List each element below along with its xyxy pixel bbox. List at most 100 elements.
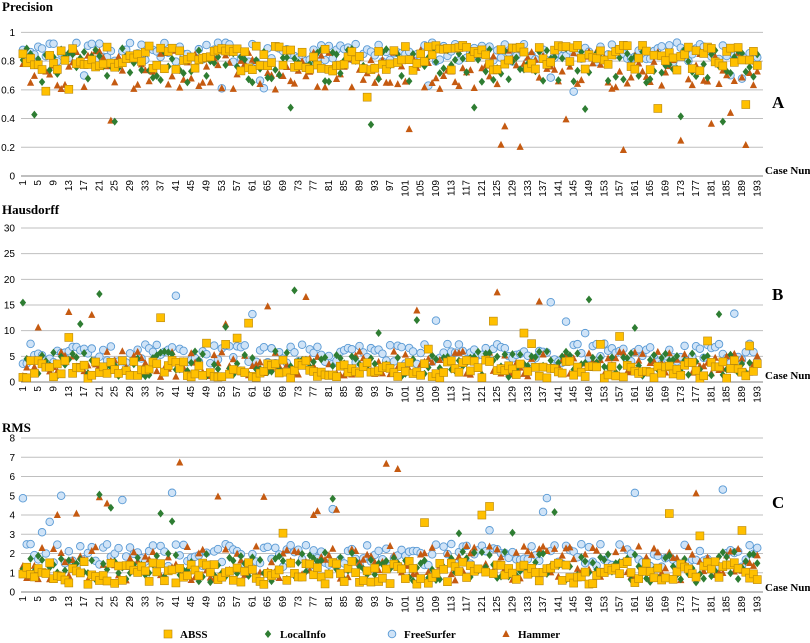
x-tick-label: 165 (645, 386, 656, 403)
hammer-point (202, 62, 211, 70)
x-tick-label: 53 (217, 386, 228, 398)
abss-point (83, 579, 93, 589)
hammer-point (394, 80, 402, 88)
abss-point (588, 579, 598, 588)
abss-point (592, 54, 601, 63)
hammer-point (363, 550, 371, 558)
hammer-point (103, 347, 111, 355)
hammer-point (700, 362, 708, 370)
x-tick-label: 33 (140, 596, 151, 608)
hammer-point (470, 543, 478, 551)
freesurfer-point (431, 316, 441, 325)
hammer-point (332, 505, 341, 513)
abss-point (749, 47, 758, 56)
abss-point (424, 42, 433, 52)
freesurfer-point (577, 539, 586, 549)
localinfo-point (329, 494, 336, 503)
x-tick-label: 117 (462, 596, 473, 612)
freesurfer-point (408, 347, 418, 356)
x-tick-label: 25 (110, 596, 121, 608)
x-tick-label: 149 (584, 180, 595, 197)
x-tick-label: 137 (538, 180, 549, 197)
localinfo-point (394, 353, 401, 362)
hammer-point (753, 352, 761, 360)
localinfo-legend-label: LocalInfo (280, 629, 326, 641)
abss-point (580, 64, 590, 74)
abss-point (297, 47, 307, 57)
localinfo-point (210, 360, 218, 369)
freesurfer-point (41, 549, 51, 558)
hammer-point (30, 363, 38, 371)
hammer-point (585, 349, 593, 357)
y-tick-label: 15 (4, 301, 16, 312)
freesurfer-point (179, 346, 188, 356)
abss-point (687, 358, 697, 367)
x-tick-label: 93 (370, 596, 381, 608)
hammer-point (570, 555, 578, 563)
abss-point (676, 371, 686, 380)
abss-point (515, 359, 525, 369)
x-tick-label: 89 (354, 386, 365, 398)
localinfo-point (635, 562, 642, 571)
abss-point (416, 574, 425, 583)
abss-point (225, 566, 234, 576)
localinfo-point (597, 353, 604, 362)
abss-point (206, 567, 215, 577)
hammer-point (726, 108, 735, 116)
hammer-point (638, 67, 647, 75)
abss-point (366, 577, 376, 587)
abss-point (156, 43, 165, 53)
hammer-point (30, 71, 38, 79)
abss-point (443, 577, 452, 586)
localinfo-point (715, 310, 723, 319)
hammer-point (550, 65, 559, 73)
abss-point (385, 579, 395, 588)
abss-point (730, 356, 739, 365)
hammer-point (206, 573, 214, 581)
localinfo-point (551, 508, 558, 517)
hammer-point (371, 78, 379, 86)
abss-point (378, 573, 387, 583)
abss-point (699, 371, 709, 381)
hammer-point (283, 546, 291, 554)
abss-point (565, 57, 575, 66)
hammer-point (256, 358, 264, 366)
freesurfer-point (397, 342, 406, 352)
y-tick-label: 0 (9, 378, 15, 389)
freesurfer-point (569, 87, 578, 96)
localinfo-point (493, 352, 501, 361)
x-tick-label: 41 (171, 596, 182, 608)
localinfo-point (509, 350, 516, 359)
freesurfer-point (645, 343, 655, 352)
localinfo-point (455, 529, 463, 538)
localinfo-point (214, 365, 222, 374)
y-tick-label: 1 (9, 568, 15, 579)
abss-point (523, 367, 533, 376)
hammer-point (279, 549, 287, 557)
hammer-point (528, 48, 536, 56)
localinfo-point (203, 71, 210, 80)
x-tick-label: 65 (263, 386, 274, 398)
hammer-point (210, 351, 218, 359)
freesurfer-point (718, 485, 728, 494)
abss-point (236, 577, 246, 587)
abss-point (695, 531, 705, 541)
x-tick-label: 121 (477, 386, 488, 403)
abss-point (278, 60, 288, 70)
localinfo-point (329, 361, 336, 370)
abss-point (458, 557, 468, 567)
hammer-point (252, 542, 260, 550)
abss-point (718, 357, 728, 367)
freesurfer-point (538, 507, 548, 517)
localinfo-point (256, 555, 264, 564)
hammer-point (260, 492, 268, 500)
abss-point (733, 43, 743, 52)
hammer-point (673, 554, 681, 562)
freesurfer-point (665, 41, 674, 50)
abss-point (420, 518, 429, 527)
hammer-point (684, 543, 693, 551)
x-tick-label: 33 (140, 180, 151, 192)
x-tick-label: 165 (645, 180, 656, 197)
localinfo-point (742, 557, 749, 566)
localinfo-point (616, 363, 623, 372)
